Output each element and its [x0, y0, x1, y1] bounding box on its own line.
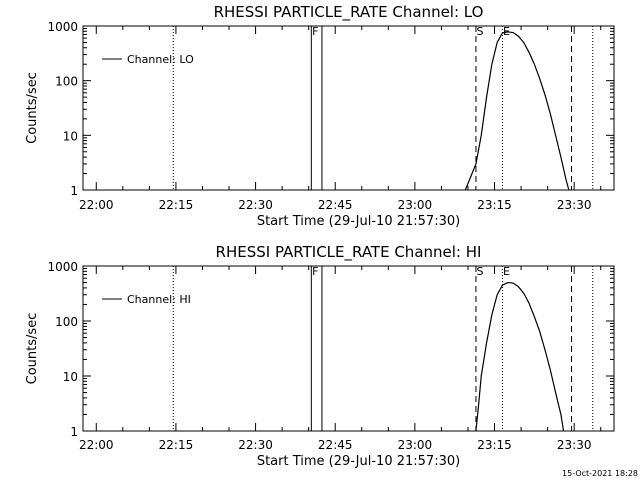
y-tick-label: 1000 [47, 260, 78, 274]
chart-panel-lo: RHESSI PARTICLE_RATE Channel: LO 22:00 22:… [25, 3, 615, 229]
event-marker-label: S [476, 265, 483, 278]
y-tick-label: 1 [70, 425, 78, 439]
x-axis-label: Start Time (29-Jul-10 21:57:30) [257, 214, 460, 229]
legend-label: Channel: HI [127, 293, 191, 306]
x-tick-label: 22:00 [79, 438, 114, 452]
x-tick-label: 22:45 [318, 198, 353, 212]
x-tick-label: 22:30 [238, 198, 273, 212]
event-marker-label: E [503, 265, 510, 278]
x-tick-label: 22:00 [79, 198, 114, 212]
x-tick-label: 23:15 [477, 198, 512, 212]
chart-panel-hi: RHESSI PARTICLE_RATE Channel: HI 22:00 22:… [25, 243, 615, 469]
y-tick-label: 10 [63, 129, 78, 143]
footer-timestamp: 15-Oct-2021 18:28 [562, 469, 638, 478]
y-tick-label: 1 [70, 184, 78, 198]
chart-title: RHESSI PARTICLE_RATE Channel: HI [216, 243, 482, 262]
x-tick-label: 22:45 [318, 438, 353, 452]
y-axis-label: Counts/sec [25, 72, 40, 144]
x-tick-label: 23:00 [398, 198, 433, 212]
y-tick-label: 1000 [47, 20, 78, 34]
y-tick-label: 100 [55, 75, 78, 89]
event-marker-label: F [312, 25, 318, 38]
event-marker-label: E [503, 25, 510, 38]
x-tick-label: 22:15 [159, 198, 194, 212]
x-tick-label: 23:30 [557, 198, 592, 212]
legend-label: Channel: LO [127, 53, 194, 66]
y-tick-label: 10 [63, 370, 78, 384]
plot-frame [82, 265, 615, 432]
series-line [475, 281, 565, 432]
event-marker-label: S [476, 25, 483, 38]
x-tick-label: 22:30 [238, 438, 273, 452]
event-marker-label: F [312, 265, 318, 278]
x-axis-label: Start Time (29-Jul-10 21:57:30) [257, 454, 460, 469]
chart-title: RHESSI PARTICLE_RATE Channel: LO [214, 3, 484, 22]
x-tick-label: 23:15 [477, 438, 512, 452]
x-tick-label: 22:15 [159, 438, 194, 452]
x-tick-label: 23:30 [557, 438, 592, 452]
series-line [464, 31, 570, 191]
y-axis-label: Counts/sec [25, 313, 40, 385]
plot-frame [82, 25, 615, 191]
x-tick-label: 23:00 [398, 438, 433, 452]
y-tick-label: 100 [55, 315, 78, 329]
